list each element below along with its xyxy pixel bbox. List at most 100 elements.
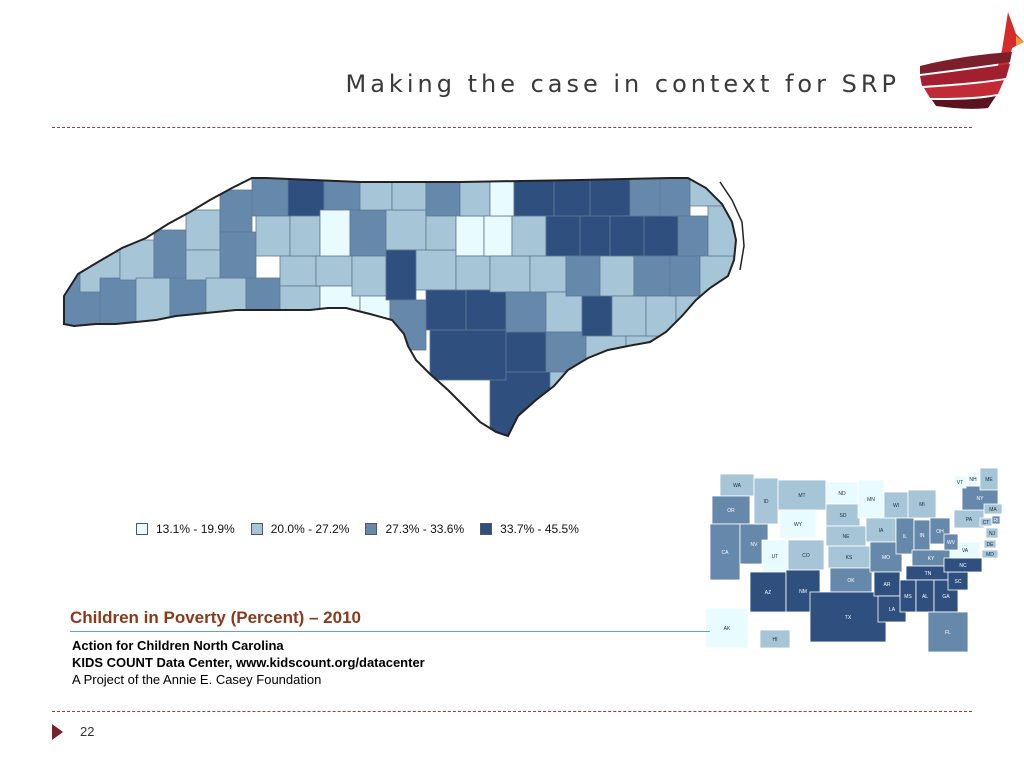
us-state-label: VA bbox=[962, 548, 969, 554]
us-state-label: HI bbox=[773, 637, 778, 643]
us-state-ak bbox=[705, 607, 749, 649]
legend-swatch bbox=[365, 523, 378, 535]
us-state-label: NH bbox=[969, 477, 977, 483]
us-state-label: RI bbox=[994, 518, 999, 524]
legend-label: 13.1% - 19.9% bbox=[156, 522, 235, 536]
caption-rule bbox=[70, 631, 710, 632]
us-state-label: IL bbox=[903, 534, 907, 540]
us-state-label: NY bbox=[977, 496, 985, 502]
us-state-label: SC bbox=[955, 579, 962, 585]
us-state-label: ME bbox=[985, 477, 993, 483]
us-state-label: NJ bbox=[989, 531, 996, 537]
us-state-ri bbox=[991, 515, 1001, 525]
us-state-label: MT bbox=[798, 493, 805, 499]
map-legend: 13.1% - 19.9% 20.0% - 27.2% 27.3% - 33.6… bbox=[136, 520, 595, 538]
us-state-map: WA OR CA NV ID MT WY UT CO AZ NM ND SD NE KS OK TX MN IA MO… bbox=[705, 467, 1003, 653]
bottom-divider bbox=[52, 711, 972, 712]
us-state-label: TN bbox=[925, 571, 932, 577]
us-state-label: NV bbox=[751, 542, 759, 548]
us-state-label: SD bbox=[840, 513, 847, 519]
us-state-label: AZ bbox=[765, 590, 771, 596]
us-state-label: DE bbox=[987, 542, 995, 548]
us-state-label: MI bbox=[919, 502, 925, 508]
us-state-label: CO bbox=[802, 553, 810, 559]
us-state-label: MN bbox=[867, 497, 875, 503]
us-state-label: LA bbox=[889, 607, 896, 613]
us-state-co bbox=[787, 539, 825, 571]
nc-county-map bbox=[63, 177, 745, 438]
top-divider bbox=[52, 127, 972, 128]
caption-line: A Project of the Annie E. Casey Foundati… bbox=[72, 672, 322, 687]
slide-number: 22 bbox=[80, 724, 95, 739]
us-state-label: NM bbox=[799, 589, 807, 595]
legend-label: 20.0% - 27.2% bbox=[270, 522, 350, 536]
us-state-label: AK bbox=[724, 626, 731, 632]
us-state-label: KS bbox=[846, 555, 853, 561]
us-state-md bbox=[981, 549, 999, 559]
us-state-me bbox=[979, 467, 999, 491]
nc-outline bbox=[63, 177, 738, 438]
us-state-wi bbox=[883, 491, 909, 519]
legend-swatch bbox=[480, 523, 493, 535]
us-state-ut bbox=[761, 539, 789, 573]
us-state-label: WI bbox=[893, 503, 899, 509]
legend-label: 27.3% - 33.6% bbox=[385, 522, 465, 536]
us-state-vt bbox=[953, 475, 967, 489]
us-state-az bbox=[749, 571, 787, 613]
us-state-tx bbox=[809, 591, 887, 643]
us-state-label: FL bbox=[945, 630, 951, 636]
legend-item: 20.0% - 27.2% bbox=[250, 522, 350, 536]
slide-title: Making the case in context for SRP bbox=[345, 70, 900, 98]
legend-item: 33.7% - 45.5% bbox=[480, 522, 579, 536]
us-state-de bbox=[983, 539, 997, 549]
us-state-nh bbox=[967, 471, 979, 487]
us-state-mi bbox=[907, 489, 937, 519]
caption-title: Children in Poverty (Percent) – 2010 bbox=[70, 608, 361, 627]
us-state-label: OH bbox=[936, 529, 944, 535]
us-state-label: KY bbox=[928, 556, 935, 562]
us-state-nj bbox=[985, 527, 999, 539]
us-state-label: VT bbox=[957, 480, 963, 486]
us-state-label: TX bbox=[845, 615, 852, 621]
us-state-label: IN bbox=[920, 533, 925, 539]
caption-line: Action for Children North Carolina bbox=[72, 638, 284, 653]
legend-item: 27.3% - 33.6% bbox=[365, 522, 464, 536]
us-state-label: WV bbox=[947, 540, 956, 546]
us-state-label: CT bbox=[983, 520, 990, 526]
caption-line: KIDS COUNT Data Center, www.kidscount.or… bbox=[72, 655, 425, 670]
us-state-label: NC bbox=[959, 563, 967, 569]
legend-item: 13.1% - 19.9% bbox=[136, 522, 235, 536]
legend-label: 33.7% - 45.5% bbox=[500, 522, 579, 536]
us-state-label: GA bbox=[942, 594, 950, 600]
us-states: WA OR CA NV ID MT WY UT CO AZ NM ND SD NE KS OK TX MN IA MO… bbox=[705, 467, 1003, 653]
us-state-ma bbox=[983, 503, 1003, 515]
us-state-label: NE bbox=[843, 534, 851, 540]
us-state-label: MS bbox=[904, 594, 912, 600]
outer-banks bbox=[719, 181, 745, 271]
legend-swatch bbox=[250, 523, 263, 535]
us-state-label: MD bbox=[986, 552, 994, 558]
us-state-ok bbox=[829, 567, 873, 593]
us-state-label: WY bbox=[794, 522, 803, 528]
us-state-label: IA bbox=[879, 528, 884, 534]
us-state-label: MA bbox=[989, 507, 997, 513]
us-state-fl bbox=[927, 611, 969, 653]
us-state-label: PA bbox=[966, 517, 973, 523]
us-state-label: WA bbox=[733, 483, 742, 489]
us-state-label: ND bbox=[838, 491, 846, 497]
cardinal-logo bbox=[920, 12, 1024, 109]
slide-marker-icon bbox=[52, 724, 63, 740]
us-state-label: OR bbox=[727, 508, 735, 514]
us-state-id bbox=[753, 477, 779, 525]
us-state-label: CA bbox=[722, 550, 730, 556]
us-state-label: OK bbox=[847, 578, 855, 584]
us-state-label: MO bbox=[882, 555, 890, 561]
us-state-label: AL bbox=[922, 594, 928, 600]
nc-counties bbox=[64, 178, 736, 436]
us-state-label: UT bbox=[772, 554, 779, 560]
legend-swatch bbox=[136, 523, 148, 535]
us-state-wv bbox=[943, 533, 959, 551]
us-state-label: AR bbox=[884, 582, 891, 588]
us-state-wy bbox=[779, 509, 817, 539]
us-state-label: ID bbox=[764, 499, 769, 505]
